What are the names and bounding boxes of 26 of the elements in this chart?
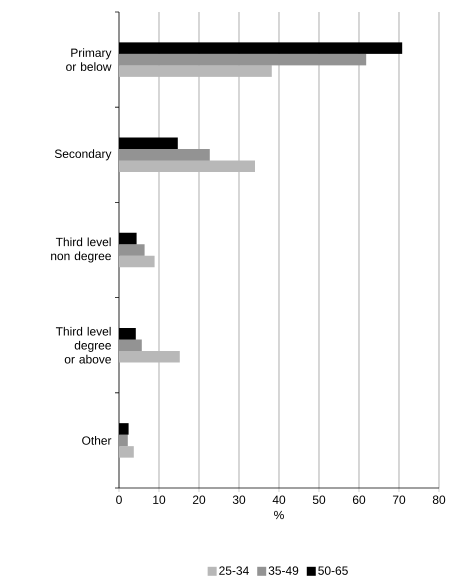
x-tick-label: 0 bbox=[116, 496, 122, 504]
legend-label: 35-49 bbox=[268, 566, 298, 575]
x-tick-label: 50 bbox=[312, 496, 326, 504]
y-tick-label: Third level non degree bbox=[51, 237, 111, 263]
bar bbox=[119, 446, 134, 458]
x-tick-label: 70 bbox=[392, 496, 406, 504]
y-tick-label: Other bbox=[82, 436, 112, 445]
x-tick-label: 30 bbox=[232, 496, 246, 504]
x-tick-label: 10 bbox=[153, 496, 166, 504]
bar bbox=[119, 256, 155, 268]
y-tick-label: Third level degree or above bbox=[56, 326, 111, 364]
bar bbox=[119, 434, 128, 446]
x-tick-label: 80 bbox=[432, 496, 446, 504]
x-tick-label: 20 bbox=[192, 496, 206, 504]
legend-label: 25-34 bbox=[219, 566, 249, 575]
bar bbox=[119, 244, 145, 256]
bar bbox=[119, 339, 142, 351]
x-tick-label: 60 bbox=[352, 496, 366, 504]
y-tick-label: Secondary bbox=[54, 149, 112, 160]
x-tick-label: 40 bbox=[272, 496, 286, 504]
x-axis-title: % bbox=[274, 510, 284, 520]
y-tick-label: Primary or below bbox=[66, 48, 112, 71]
bar bbox=[119, 160, 256, 172]
bar bbox=[119, 65, 272, 77]
legend-label: 50-65 bbox=[318, 566, 348, 575]
bar bbox=[119, 350, 180, 362]
